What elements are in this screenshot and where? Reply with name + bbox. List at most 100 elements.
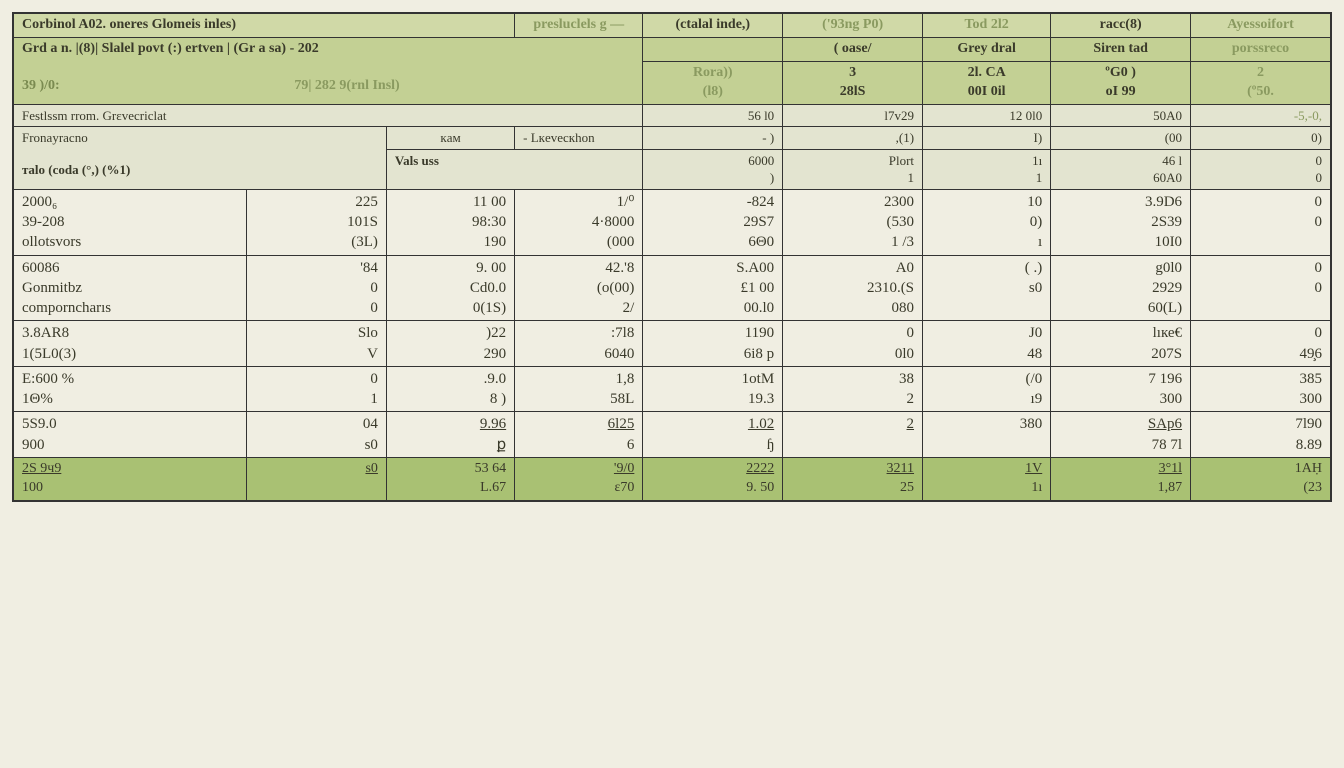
hdr2-c6: porssreco <box>1191 37 1331 61</box>
sub3-c5: 6000) <box>643 149 783 189</box>
cell: lıке€207S <box>1051 321 1191 367</box>
header-row-1: Corbinol A02. oneres Glomeis inles) pres… <box>14 14 1331 38</box>
hdr3-mid: 79| 282 9(rnl Insl) <box>60 77 635 96</box>
sub3-c1: тalo (coda (°,) (%1) <box>22 161 378 179</box>
cell: 11906i8 p <box>643 321 783 367</box>
cell: SloV <box>247 321 387 367</box>
cell: 00 <box>1191 255 1331 321</box>
cell: 7 196300 <box>1051 366 1191 412</box>
hdr3-left: 39 )/0: <box>22 77 60 96</box>
cell: 380 <box>923 412 1051 458</box>
cell: 7l908.89 <box>1191 412 1331 458</box>
hdr2-c4: Grey dral <box>923 37 1051 61</box>
sub2-c4: - Lкevecкhon <box>515 127 643 150</box>
cell: 60086Gonmitbzcomporncharıs <box>14 255 247 321</box>
total-cell: 2S 9ч9100 <box>14 457 247 500</box>
sub3-c6: Plort1 <box>783 149 923 189</box>
hdr2-blank <box>643 37 783 61</box>
cell: 04s0 <box>247 412 387 458</box>
sub1-c6: l7v29 <box>783 104 923 127</box>
total-cell: 321125 <box>783 457 923 500</box>
total-cell: 53 64L.67 <box>386 457 514 500</box>
cell: 1.02ɧ <box>643 412 783 458</box>
cell: J048 <box>923 321 1051 367</box>
sub3-c7: 1ı1 <box>923 149 1051 189</box>
cell: 1/⁰4·8000(000 <box>515 189 643 255</box>
table-row: 3.8AR81(5L0(3)SloV)22290:7l8604011906i8 … <box>14 321 1331 367</box>
cell: 382 <box>783 366 923 412</box>
total-cell: 3°1l1,87 <box>1051 457 1191 500</box>
sub2-3-block: Fronayracno тalo (coda (°,) (%1) <box>14 127 387 190</box>
cell: .9.08 ) <box>386 366 514 412</box>
cell: (/0ı9 <box>923 366 1051 412</box>
cell: 2300(5301 /3 <box>783 189 923 255</box>
cell: S.A00£1 0000.l0 <box>643 255 783 321</box>
cell: 00 <box>1191 189 1331 255</box>
sub3-c9: 00 <box>1191 149 1331 189</box>
sub2-c6: ,(1) <box>783 127 923 150</box>
hdr2-c1: Grd a n. |(8)| Slalel povt (:) ertven | … <box>22 40 634 59</box>
cell: E:600 %1Θ% <box>14 366 247 412</box>
table: Corbinol A02. oneres Glomeis inles) pres… <box>13 13 1331 501</box>
hdr1-c4: ('93ng P0) <box>783 14 923 38</box>
cell: 049̧6 <box>1191 321 1331 367</box>
total-cell: 22229. 50 <box>643 457 783 500</box>
cell: -82429S76Θ0 <box>643 189 783 255</box>
cell: 3.8AR81(5L0(3) <box>14 321 247 367</box>
total-cell: s0 <box>247 457 387 500</box>
sub2-c1: Fronayracno <box>22 129 378 147</box>
table-row: 60086Gonmitbzcomporncharıs'84009. 00Cd0.… <box>14 255 1331 321</box>
cell: 100)ı <box>923 189 1051 255</box>
cell: 11 0098:30190 <box>386 189 514 255</box>
sub2-c8: (00 <box>1051 127 1191 150</box>
sub2-c3: кaм <box>386 127 514 150</box>
financial-table: Corbinol A02. oneres Glomeis inles) pres… <box>12 12 1332 502</box>
total-cell: '9/0ε70 <box>515 457 643 500</box>
hdr1-c7: Ayessoifort <box>1191 14 1331 38</box>
cell: :7l86040 <box>515 321 643 367</box>
sub2-c7: I) <box>923 127 1051 150</box>
table-row: 2000₆39-208ollotsvors225101S(3L)11 0098:… <box>14 189 1331 255</box>
sub1-c7: 12 0l0 <box>923 104 1051 127</box>
table-row: 5S9.090004s09.96ք6l2561.02ɧ2380SAp678 7l… <box>14 412 1331 458</box>
sub1-c9: -5,-0, <box>1191 104 1331 127</box>
sub1-c8: 50A0 <box>1051 104 1191 127</box>
sub3-c8: 46 l60A0 <box>1051 149 1191 189</box>
cell: 9. 00Cd0.00(1S) <box>386 255 514 321</box>
cell: 42.'8(o(00)2/ <box>515 255 643 321</box>
sub-row-2: Fronayracno тalo (coda (°,) (%1) кaм - L… <box>14 127 1331 150</box>
sub1-c5: 56 l0 <box>643 104 783 127</box>
cell: 00l0 <box>783 321 923 367</box>
hdr1-c3: (ctalal inde,) <box>643 14 783 38</box>
header-row-2: Grd a n. |(8)| Slalel povt (:) ertven | … <box>14 37 1331 61</box>
cell: 6l256 <box>515 412 643 458</box>
hdr2-left-block: Grd a n. |(8)| Slalel povt (:) ertven | … <box>14 37 643 104</box>
hdr1-title: Corbinol A02. oneres Glomeis inles) <box>14 14 515 38</box>
hdr1-c6: racc(8) <box>1051 14 1191 38</box>
cell: SAp678 7l <box>1051 412 1191 458</box>
cell: 385300 <box>1191 366 1331 412</box>
hdr3-c7: 2 (º50. <box>1191 61 1331 104</box>
total-cell: 1V1ı <box>923 457 1051 500</box>
hdr3-c5: 2l. CA 00I 0il <box>923 61 1051 104</box>
hdr2-c5: Siren tad <box>1051 37 1191 61</box>
hdr3-c6: ºG0 ) oI 99 <box>1051 61 1191 104</box>
sub3-c2: Vals uss <box>386 149 642 189</box>
table-body: 2000₆39-208ollotsvors225101S(3L)11 0098:… <box>14 189 1331 457</box>
cell: ( .)s0 <box>923 255 1051 321</box>
cell: )22290 <box>386 321 514 367</box>
cell: 01 <box>247 366 387 412</box>
sub-row-1: Festlssm rrom. Grεvecriclat 56 l0 l7v29 … <box>14 104 1331 127</box>
hdr3-c3: Rora)) (l8) <box>643 61 783 104</box>
cell: 2000₆39-208ollotsvors <box>14 189 247 255</box>
table-row: E:600 %1Θ%01.9.08 )1,858L1otM19.3382(/0ı… <box>14 366 1331 412</box>
cell: A02310.(S080 <box>783 255 923 321</box>
cell: 225101S(3L) <box>247 189 387 255</box>
total-cell: 1AḤ(23 <box>1191 457 1331 500</box>
sub2-c5: - ) <box>643 127 783 150</box>
hdr1-c5: Tod 2l2 <box>923 14 1051 38</box>
hdr1-c2: presluclels g — <box>515 14 643 38</box>
sub2-c9: 0) <box>1191 127 1331 150</box>
cell: 3.9D62S3910I0 <box>1051 189 1191 255</box>
cell: 1otM19.3 <box>643 366 783 412</box>
